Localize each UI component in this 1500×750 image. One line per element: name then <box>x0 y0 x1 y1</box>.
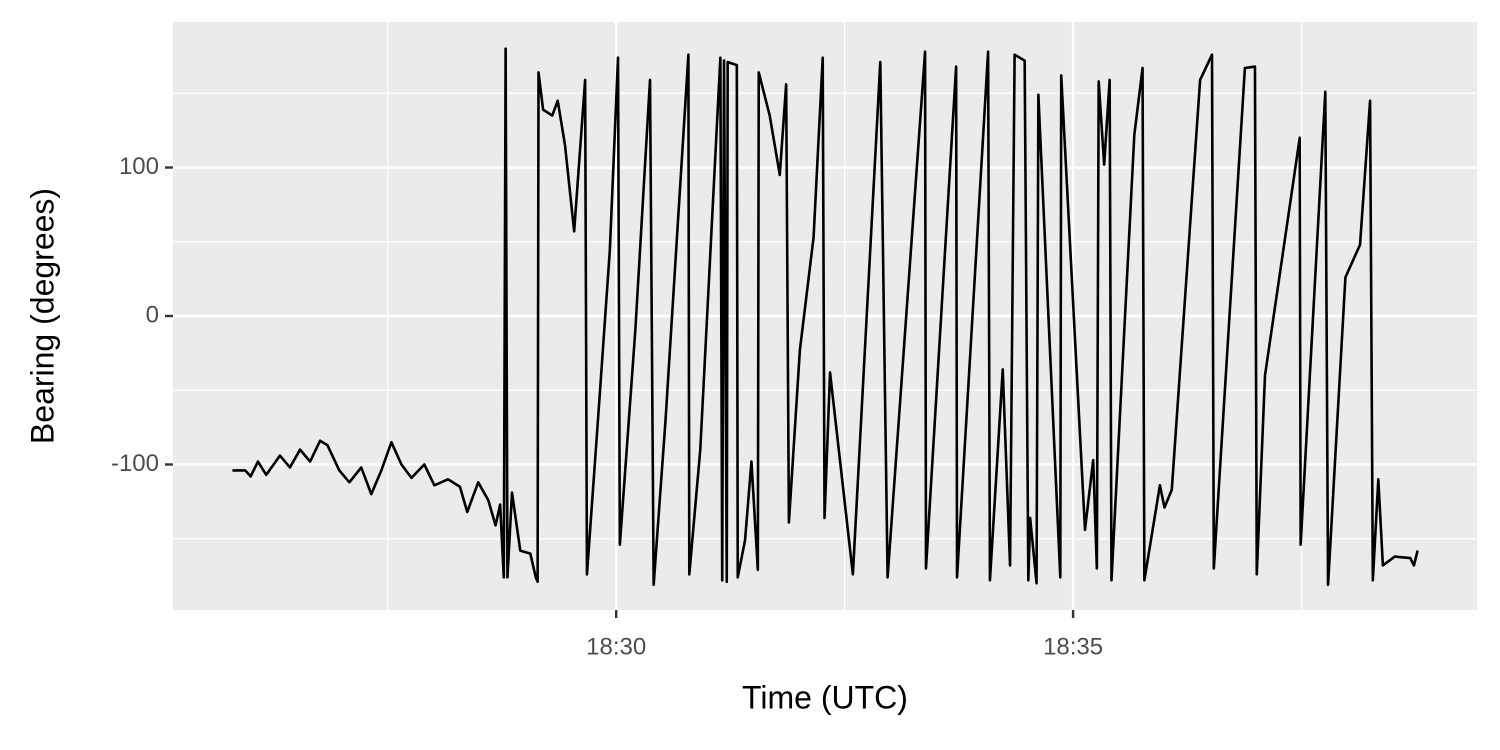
y-tick-label: -100 <box>111 450 159 477</box>
y-axis-title: Bearing (degrees) <box>24 188 60 444</box>
x-tick-label: 18:30 <box>586 633 646 660</box>
data-line <box>232 47 1419 587</box>
x-tick-label: 18:35 <box>1043 633 1103 660</box>
x-axis-title: Time (UTC) <box>742 679 908 715</box>
y-tick-label: 0 <box>146 301 159 328</box>
y-tick-label: 100 <box>119 153 159 180</box>
